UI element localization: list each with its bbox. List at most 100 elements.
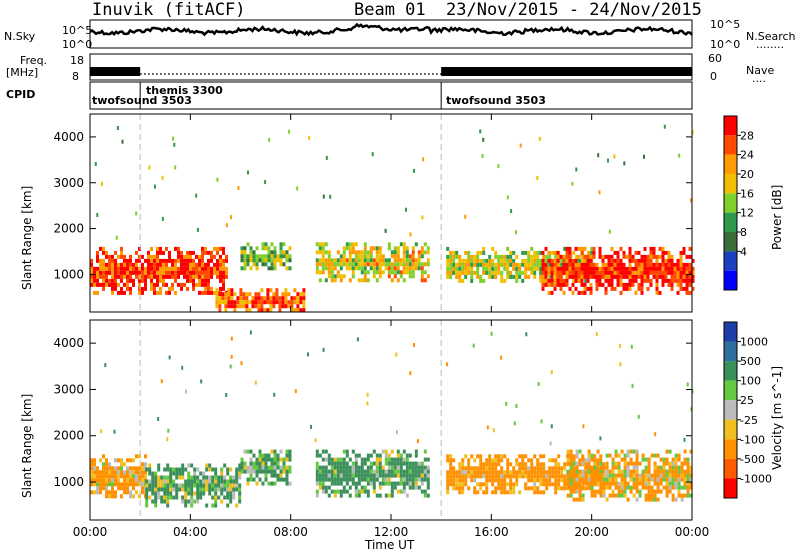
velocity-cell	[318, 473, 322, 478]
velocity-cell	[327, 457, 331, 462]
velocity-cell	[536, 478, 540, 483]
velocity-cell	[620, 473, 624, 478]
power-cell	[640, 274, 644, 279]
power-cell	[147, 270, 150, 275]
power-cell	[221, 292, 225, 297]
power-cell	[500, 262, 504, 267]
power-cell	[414, 262, 418, 267]
velocity-cell	[196, 487, 200, 492]
velocity-cell	[521, 474, 525, 479]
power-cell	[553, 270, 557, 275]
power-cell	[408, 274, 412, 279]
velocity-cell	[578, 497, 582, 502]
power-cell	[530, 266, 534, 271]
velocity-cell	[360, 461, 364, 466]
velocity-cell	[554, 490, 558, 495]
power-cell	[198, 258, 201, 263]
power-cell	[123, 270, 126, 275]
power-cell	[476, 254, 480, 259]
velocity-cell	[330, 465, 334, 470]
power-cell	[324, 250, 328, 255]
power-cell	[302, 292, 306, 297]
power-cell	[132, 266, 135, 271]
velocity-cell	[683, 473, 687, 478]
velocity-cell	[575, 497, 579, 502]
power-cell	[213, 246, 216, 251]
velocity-colorbar-segment	[724, 341, 737, 362]
power-cell	[583, 254, 587, 259]
power-scatter-cell	[371, 152, 374, 157]
power-cell	[183, 262, 186, 267]
velocity-cell	[369, 477, 373, 482]
power-cell	[547, 250, 551, 255]
velocity-cell	[500, 466, 504, 471]
velocity-cell	[145, 483, 149, 488]
power-scatter-cell	[482, 137, 485, 142]
power-cell	[393, 266, 397, 271]
velocity-cell	[614, 465, 618, 470]
velocity-cell	[641, 469, 645, 474]
velocity-cell	[512, 482, 516, 487]
velocity-cell	[220, 483, 224, 488]
power-cell	[111, 270, 114, 275]
power-cell	[218, 296, 222, 301]
power-cell	[351, 246, 355, 251]
power-cell	[464, 262, 468, 267]
velocity-cell	[647, 473, 651, 478]
power-cell	[518, 274, 522, 279]
velocity-cell	[506, 490, 510, 495]
velocity-cell	[509, 482, 513, 487]
velocity-cell	[393, 461, 397, 466]
velocity-cell	[214, 491, 218, 496]
power-cell	[249, 258, 253, 263]
velocity-cell	[665, 449, 669, 454]
power-cell	[177, 254, 180, 259]
x-axis-label: Time UT	[365, 538, 415, 552]
velocity-cell	[390, 473, 394, 478]
power-cell	[553, 286, 557, 291]
power-cell	[318, 242, 322, 247]
power-cell	[150, 258, 153, 263]
velocity-cell	[638, 477, 642, 482]
velocity-cell	[689, 493, 693, 498]
power-cell	[556, 254, 560, 259]
power-cell	[216, 266, 219, 271]
velocity-cell	[611, 477, 615, 482]
velocity-cell	[587, 449, 591, 454]
power-cell	[411, 258, 415, 263]
velocity-cell	[602, 465, 606, 470]
velocity-cell	[632, 465, 636, 470]
velocity-cell	[446, 482, 450, 487]
velocity-cell	[145, 491, 149, 496]
velocity-cell	[348, 457, 352, 462]
power-cell	[527, 262, 531, 267]
power-scatter-cell	[161, 175, 164, 180]
power-cell	[252, 258, 256, 263]
power-cell	[566, 258, 570, 263]
power-cell	[141, 262, 144, 267]
velocity-cell	[479, 482, 483, 487]
velocity-cell	[677, 485, 681, 490]
velocity-cell	[638, 481, 642, 486]
power-cell	[500, 258, 504, 263]
power-cell	[264, 246, 268, 251]
power-cell	[159, 286, 162, 291]
velocity-cell	[366, 493, 370, 498]
velocity-cell	[324, 473, 328, 478]
velocity-cell	[557, 470, 561, 475]
power-cell	[293, 296, 297, 301]
power-cell	[667, 270, 671, 275]
power-cell	[553, 258, 557, 263]
velocity-scatter-cell	[314, 438, 317, 443]
power-cell	[592, 266, 596, 271]
power-cell	[293, 300, 297, 305]
power-cell	[96, 282, 99, 287]
velocity-cell	[461, 482, 465, 487]
power-cell	[315, 270, 319, 275]
velocity-cell	[276, 473, 280, 478]
power-cell	[93, 266, 96, 271]
velocity-cell	[659, 477, 663, 482]
velocity-cell	[102, 474, 105, 479]
velocity-cell	[405, 469, 409, 474]
velocity-cell	[566, 461, 570, 466]
